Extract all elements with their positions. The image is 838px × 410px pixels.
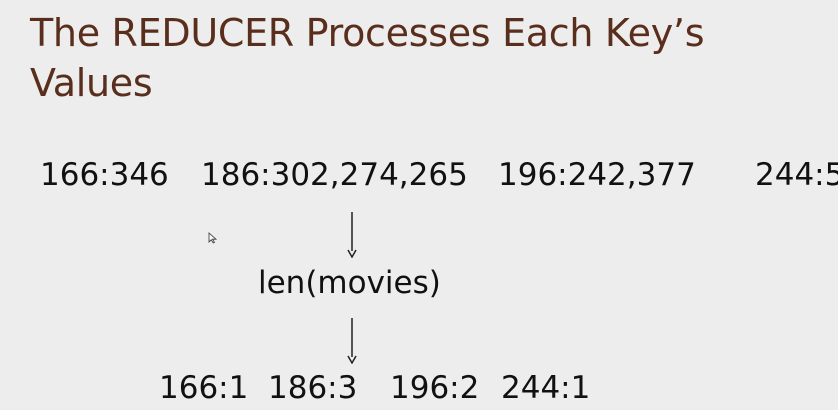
input-pair-196: 196:242,377	[498, 157, 696, 193]
output-pair-196: 196:2	[390, 370, 480, 406]
mouse-pointer-icon	[208, 232, 218, 244]
output-pair-244: 244:1	[501, 370, 591, 406]
input-pair-166: 166:346	[40, 157, 169, 193]
slide-title: The REDUCER Processes Each Key’s Values	[30, 11, 705, 105]
function-label: len(movies)	[258, 265, 441, 301]
input-pair-244: 244:51	[755, 157, 838, 193]
input-pair-186: 186:302,274,265	[201, 157, 468, 193]
output-pair-186: 186:3	[268, 370, 358, 406]
output-pair-166: 166:1	[159, 370, 249, 406]
down-arrow-icon	[347, 212, 357, 258]
down-arrow-icon	[347, 318, 357, 364]
